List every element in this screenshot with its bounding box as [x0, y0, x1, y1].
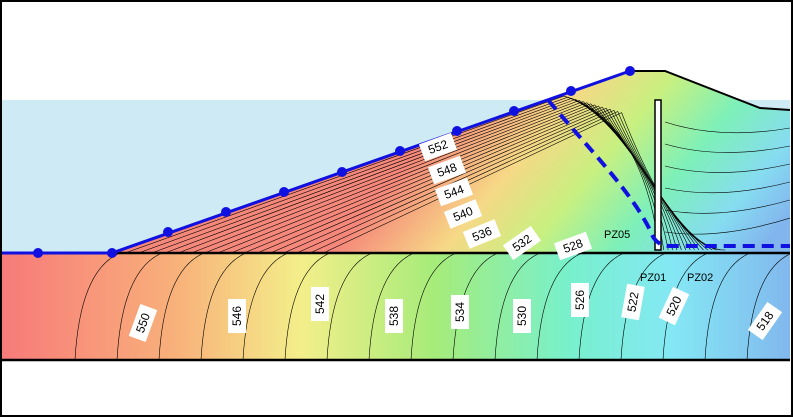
phreatic-line [546, 98, 790, 248]
label-box [658, 286, 690, 326]
label-box [128, 303, 158, 343]
node [509, 106, 519, 116]
contour-label: 532 [502, 225, 542, 261]
label-text: 542 [313, 294, 327, 314]
label-box [418, 132, 458, 162]
piezometer-label: PZ02 [687, 272, 713, 284]
contour-line [284, 253, 331, 360]
label-box [427, 155, 467, 185]
label-box [462, 219, 502, 249]
node [221, 207, 231, 217]
contour-line [664, 181, 790, 194]
node [625, 66, 635, 76]
contour-label: 544 [434, 177, 474, 207]
contour-label: 552 [418, 132, 458, 162]
foundation-contours [74, 253, 790, 360]
contour-label: 540 [443, 199, 483, 229]
contour-label: 520 [658, 286, 690, 326]
label-text: 552 [426, 137, 450, 157]
contour-line [158, 253, 205, 360]
contour-label: 548 [427, 155, 467, 185]
node [107, 248, 117, 258]
node [279, 187, 289, 197]
contour-label: 526 [571, 283, 589, 317]
label-box [434, 177, 474, 207]
contour-label: 534 [451, 295, 469, 329]
node [452, 126, 462, 136]
contour-label: 550 [128, 303, 158, 343]
contour-line [536, 253, 583, 360]
contour-line [452, 253, 499, 360]
contour-line [664, 217, 790, 235]
node [163, 227, 173, 237]
label-text: 538 [387, 306, 401, 326]
label-text: 546 [230, 306, 244, 326]
contour-label: 542 [311, 287, 329, 321]
node [566, 86, 576, 96]
label-box [553, 231, 593, 261]
contour-line [368, 253, 415, 360]
label-text: 534 [453, 302, 467, 322]
node [337, 167, 347, 177]
contour-line [116, 253, 163, 360]
contour-line [746, 253, 790, 360]
label-text: 550 [133, 311, 153, 335]
contour-line [494, 253, 541, 360]
contour-label: 538 [385, 299, 403, 333]
cutoff-wall [654, 99, 662, 251]
label-text: 526 [573, 290, 587, 310]
label-text: 544 [442, 182, 466, 202]
contour-line [664, 199, 790, 214]
contour-label: 522 [621, 283, 645, 321]
contour-line [662, 253, 709, 360]
contour-label: 528 [553, 231, 593, 261]
contour-line [242, 253, 289, 360]
label-box [502, 225, 542, 261]
contour-line [664, 143, 790, 153]
label-box [621, 283, 645, 321]
contour-line [326, 253, 373, 360]
contour-label: 530 [513, 299, 531, 333]
contour-label: 536 [462, 219, 502, 249]
contour-label: 546 [228, 299, 246, 333]
boundary-nodes [33, 66, 635, 258]
label-box [451, 295, 469, 329]
label-text: 548 [435, 160, 459, 180]
label-box [311, 287, 329, 321]
label-box [571, 283, 589, 317]
contour-label: 518 [747, 301, 783, 341]
contour-line [578, 253, 625, 360]
label-box [385, 299, 403, 333]
label-text: 528 [561, 236, 585, 256]
label-box [443, 199, 483, 229]
piezometer-label: PZ01 [640, 272, 666, 284]
label-text: 530 [515, 306, 529, 326]
contour-line [664, 121, 790, 134]
contour-line [200, 253, 247, 360]
contour-line [704, 253, 751, 360]
label-box [513, 299, 531, 333]
piezometer-label: PZ05 [604, 229, 630, 241]
node [395, 146, 405, 156]
label-box [747, 301, 783, 341]
label-text: 522 [624, 291, 641, 313]
label-box [228, 299, 246, 333]
contour-line [664, 163, 790, 173]
node [33, 248, 43, 258]
contour-line [410, 253, 457, 360]
